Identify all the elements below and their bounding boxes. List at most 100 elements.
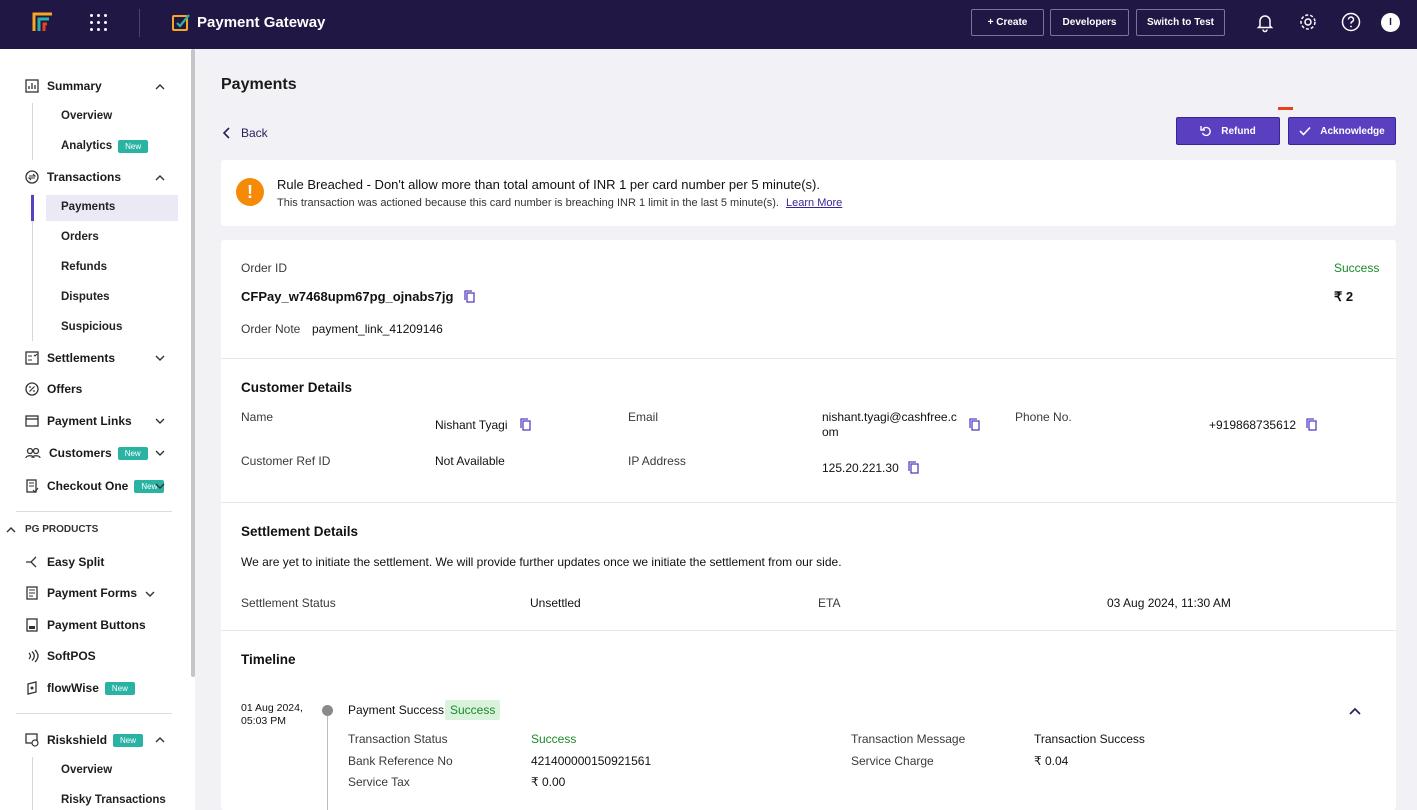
bank-ref-label: Bank Reference No bbox=[348, 754, 453, 768]
help-icon[interactable] bbox=[1340, 11, 1362, 33]
chevron-down-icon[interactable] bbox=[155, 481, 165, 491]
transactions-icon bbox=[25, 170, 39, 184]
chevron-down-icon[interactable] bbox=[155, 416, 165, 426]
sidebar-item-label: Settlements bbox=[47, 351, 116, 365]
sidebar-item-label: Transactions bbox=[47, 170, 122, 184]
copy-icon[interactable] bbox=[908, 461, 920, 474]
sidebar-item-label: Riskshield bbox=[47, 733, 108, 747]
payment-gateway-icon bbox=[172, 14, 190, 31]
section-divider bbox=[221, 630, 1396, 631]
timeline-heading: Timeline bbox=[241, 652, 296, 667]
sidebar-item-easy-split[interactable]: Easy Split bbox=[25, 555, 104, 569]
tx-status-label: Transaction Status bbox=[348, 732, 448, 746]
sidebar-item-overview[interactable]: Overview bbox=[61, 110, 113, 122]
sidebar-item-risky-transactions[interactable]: Risky Transactions bbox=[61, 794, 166, 806]
tree-line bbox=[32, 194, 33, 341]
refund-button[interactable]: Refund bbox=[1176, 117, 1280, 145]
cashfree-logo[interactable] bbox=[31, 9, 55, 33]
sidebar-scrollbar[interactable] bbox=[191, 49, 195, 677]
sidebar-item-label: Summary bbox=[47, 79, 102, 93]
sidebar-item-label: SoftPOS bbox=[47, 649, 96, 663]
section-pg-products[interactable]: PG PRODUCTS bbox=[25, 524, 99, 535]
rule-breach-alert bbox=[221, 160, 1396, 226]
phone-label: Phone No. bbox=[1015, 410, 1072, 424]
order-note: payment_link_41209146 bbox=[312, 322, 443, 336]
sidebar-item-payment-forms[interactable]: Payment Forms bbox=[25, 586, 137, 600]
email-label: Email bbox=[628, 410, 659, 424]
indicator-mark bbox=[1278, 107, 1293, 110]
order-id: CFPay_w7468upm67pg_ojnabs7jg bbox=[241, 289, 454, 304]
sidebar-item-label: Analytics bbox=[61, 140, 113, 152]
customers-icon bbox=[25, 447, 41, 459]
new-badge: New bbox=[118, 140, 149, 153]
sidebar-item-disputes[interactable]: Disputes bbox=[61, 291, 110, 303]
bell-icon[interactable] bbox=[1254, 11, 1276, 33]
sidebar-item-riskshield-overview[interactable]: Overview bbox=[61, 764, 113, 776]
warning-icon: ! bbox=[236, 178, 264, 206]
chevron-up-icon[interactable] bbox=[155, 82, 165, 92]
copy-icon[interactable] bbox=[520, 418, 532, 431]
acknowledge-button[interactable]: Acknowledge bbox=[1288, 117, 1396, 145]
sidebar-item-flowwise[interactable]: flowWise New bbox=[25, 681, 135, 695]
active-highlight bbox=[46, 195, 178, 221]
sidebar-item-checkout-one[interactable]: Checkout One New bbox=[25, 479, 165, 493]
product-name: Payment Gateway bbox=[197, 14, 326, 31]
checkout-icon bbox=[26, 479, 39, 493]
sidebar-item-suspicious[interactable]: Suspicious bbox=[61, 321, 123, 333]
sidebar-item-riskshield[interactable]: Riskshield New bbox=[25, 733, 144, 747]
sidebar-item-settlements[interactable]: Settlements bbox=[25, 351, 115, 365]
switch-to-test-button[interactable]: Switch to Test bbox=[1136, 9, 1225, 36]
bank-ref: 421400000150921561 bbox=[531, 754, 652, 768]
copy-icon[interactable] bbox=[969, 418, 981, 431]
back-link[interactable]: Back bbox=[221, 126, 268, 140]
chevron-up-icon[interactable] bbox=[1348, 704, 1362, 718]
settlement-eta: 03 Aug 2024, 11:30 AM bbox=[1107, 596, 1231, 610]
sidebar-item-label: Payment Forms bbox=[47, 586, 138, 600]
email-line: nishant.tyagi@cashfree.c bbox=[822, 410, 957, 424]
timeline-dot bbox=[322, 705, 333, 716]
sidebar-item-refunds[interactable]: Refunds bbox=[61, 261, 107, 273]
sidebar-item-payment-links[interactable]: Payment Links bbox=[25, 414, 132, 428]
create-button[interactable]: + Create bbox=[971, 9, 1044, 36]
section-divider bbox=[221, 502, 1396, 503]
sidebar-item-payments[interactable]: Payments bbox=[61, 201, 116, 213]
tx-message-label: Transaction Message bbox=[851, 732, 966, 746]
eta-label: ETA bbox=[818, 596, 841, 610]
app-grid-icon[interactable] bbox=[90, 14, 107, 31]
chevron-up-icon[interactable] bbox=[155, 735, 165, 745]
sidebar-item-softpos[interactable]: SoftPOS bbox=[25, 649, 96, 663]
contactless-icon bbox=[28, 649, 39, 663]
sidebar-item-offers[interactable]: Offers bbox=[25, 382, 82, 396]
chevron-down-icon[interactable] bbox=[145, 589, 155, 599]
sidebar-item-customers[interactable]: Customers New bbox=[25, 446, 148, 460]
timeline-line bbox=[327, 716, 328, 810]
timeline-event: Payment Success bbox=[348, 703, 445, 717]
divider bbox=[139, 9, 140, 37]
name-label: Name bbox=[241, 410, 274, 424]
sidebar-divider bbox=[16, 713, 172, 714]
undo-icon bbox=[1200, 126, 1212, 137]
customer-ref: Not Available bbox=[435, 454, 505, 468]
sidebar-item-label: Payment Links bbox=[47, 414, 132, 428]
section-divider bbox=[221, 358, 1396, 359]
chevron-up-icon[interactable] bbox=[6, 525, 16, 535]
developers-button[interactable]: Developers bbox=[1050, 9, 1129, 36]
copy-icon[interactable] bbox=[1306, 418, 1318, 431]
sidebar-item-payment-buttons[interactable]: Payment Buttons bbox=[25, 618, 146, 632]
sidebar-item-transactions[interactable]: Transactions bbox=[25, 170, 121, 184]
sidebar-item-summary[interactable]: Summary bbox=[25, 79, 102, 93]
chevron-down-icon[interactable] bbox=[155, 448, 165, 458]
copy-icon[interactable] bbox=[464, 290, 476, 303]
alert-title: Rule Breached - Don't allow more than to… bbox=[277, 177, 820, 192]
sidebar-item-orders[interactable]: Orders bbox=[61, 231, 99, 243]
chevron-up-icon[interactable] bbox=[155, 173, 165, 183]
order-id-label: Order ID bbox=[241, 261, 288, 275]
sidebar-item-analytics[interactable]: Analytics New bbox=[61, 140, 149, 153]
chevron-down-icon[interactable] bbox=[155, 353, 165, 363]
learn-more-link[interactable]: Learn More bbox=[786, 197, 843, 209]
sidebar-item-label: flowWise bbox=[47, 681, 99, 695]
gear-icon[interactable] bbox=[1297, 11, 1319, 33]
sidebar-item-label: Checkout One bbox=[47, 479, 129, 493]
avatar[interactable]: I bbox=[1381, 13, 1400, 32]
buttons-icon bbox=[26, 618, 38, 632]
